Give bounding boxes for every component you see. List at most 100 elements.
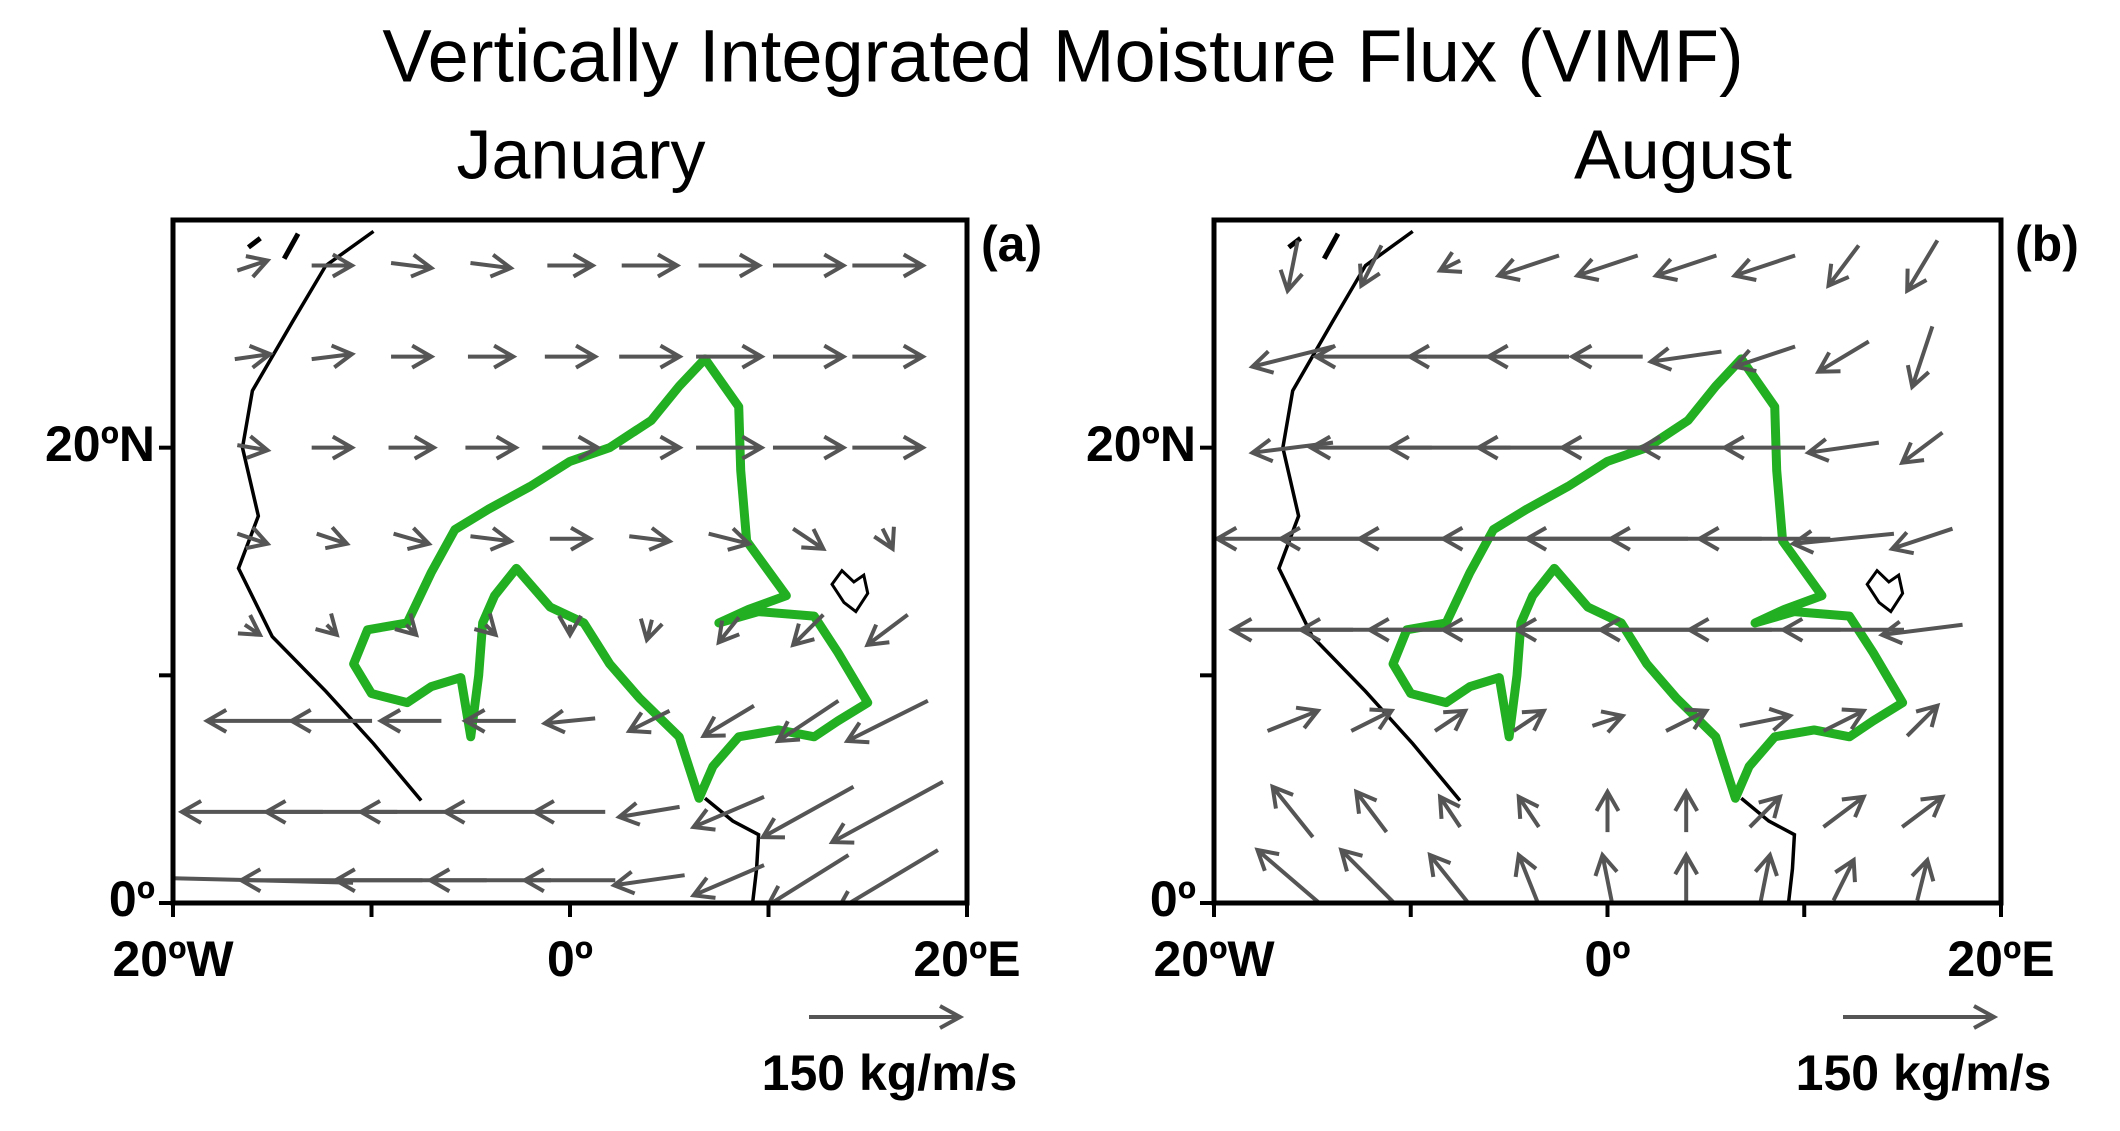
flux-arrow [1789,529,1895,555]
flux-arrow [1910,856,1936,901]
flux-arrow [316,525,351,551]
flux-arrow [1427,851,1471,903]
flux-arrow [520,867,616,893]
flux-arrow [774,699,840,744]
x-tick-label: 20ºW [1153,931,1275,987]
flux-arrow [615,801,680,827]
flux-arrow [544,343,600,370]
flux-arrow [393,526,433,552]
flux-arrow [698,252,764,279]
flux-arrow [1826,244,1861,289]
flux-arrow [1822,794,1867,829]
flux-arrow [1898,430,1944,466]
flux-arrow [1905,239,1940,295]
flux-arrow [1673,787,1699,833]
flux-arrow [467,343,518,370]
reference-label: 150 kg/m/s [762,1045,1018,1101]
flux-arrow [311,343,356,369]
flux-arrow [557,614,583,639]
flux-arrow [461,708,516,734]
flux-arrow [1405,343,1491,370]
flux-arrow [1665,707,1710,733]
panel-label: (a) [981,216,1042,272]
flux-arrow [1695,525,1831,552]
flux-arrow [625,709,671,735]
flux-arrow [311,434,356,461]
flux-arrow [716,615,741,646]
flux-arrow [852,434,927,461]
flux-arrow [1900,794,1946,829]
panel-label: (b) [2015,216,2079,272]
flux-arrow [236,434,272,460]
flux-arrow [473,612,499,638]
flux-arrow [839,848,939,903]
flux-arrow [791,527,827,552]
x-tick-label: 20ºW [112,931,234,987]
flux-arrow [1516,793,1541,829]
flux-arrow [1353,788,1389,834]
flux-arrow [547,252,597,279]
x-tick-label: 0º [547,931,593,987]
flux-arrow [689,863,765,900]
flux-arrow [1484,343,1570,370]
flux-arrow [1730,344,1796,374]
flux-arrow [1593,851,1619,903]
flux-arrow [852,252,927,279]
reference-label: 150 kg/m/s [1796,1045,2052,1101]
flux-arrow [1730,253,1796,282]
flux-arrow [1814,339,1870,374]
flux-arrow [1350,707,1396,733]
flux-arrow [619,434,684,461]
flux-arrow [759,785,855,840]
flux-arrow [390,253,436,279]
flux-arrow [1720,434,1806,461]
x-tick-label: 20ºE [913,931,1020,987]
reference-arrow [1843,1004,1999,1030]
flux-arrow [441,799,536,825]
flux-arrow [1905,325,1935,391]
flux-arrow [696,434,766,461]
y-tick-label: 0º [109,871,155,927]
flux-arrow [1636,434,1732,461]
flux-arrow [772,434,848,461]
flux-arrow [542,434,602,461]
flux-arrow [1652,253,1718,282]
flux-arrow [772,252,848,279]
flux-arrow [1905,702,1941,738]
flux-arrow [1753,851,1779,903]
flux-arrow [394,612,420,638]
flux-arrow [1573,253,1639,282]
flux-arrow [470,526,515,552]
panel-title: January [456,115,705,193]
flux-arrow [549,525,595,552]
flux-arrow [1568,343,1643,370]
flux-arrow [689,794,765,832]
flux-arrow [1591,709,1627,734]
flux-arrow [1673,851,1699,903]
flux-arrow [1779,617,1904,643]
reference-arrow [809,1004,965,1030]
flux-arrow [314,612,340,638]
flux-arrow [1804,437,1880,463]
flux-arrow [236,525,272,551]
flux-arrow [790,613,825,648]
flux-arrow [1358,244,1384,290]
geography [1279,231,1903,903]
flux-arrow [470,253,515,279]
flux-arrow [873,526,896,553]
flux-arrow [1512,708,1548,733]
flux-arrow [391,343,436,370]
flux-arrow [203,708,298,734]
flux-arrow [772,343,848,370]
flux-arrow [465,434,520,461]
flux-arrow [619,343,684,370]
flux-arrow [629,526,674,552]
flux-arrow [1278,239,1304,295]
flux-arrow [1822,707,1868,733]
flux-arrow [237,614,264,638]
flux-arrow [843,698,929,745]
flux-arrow [376,708,442,734]
flux-arrow [1878,619,1963,646]
figure-title: Vertically Integrated Moisture Flux (VIM… [382,15,1743,98]
